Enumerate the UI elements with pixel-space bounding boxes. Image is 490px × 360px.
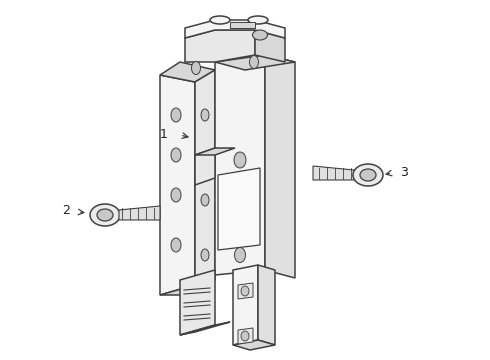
Ellipse shape [171, 238, 181, 252]
Polygon shape [258, 265, 275, 345]
Ellipse shape [241, 286, 249, 296]
Ellipse shape [353, 164, 383, 186]
Ellipse shape [234, 152, 246, 168]
Ellipse shape [171, 148, 181, 162]
Polygon shape [215, 55, 295, 70]
Text: 3: 3 [400, 166, 408, 179]
Ellipse shape [241, 331, 249, 341]
Polygon shape [180, 270, 215, 335]
Polygon shape [160, 280, 215, 295]
Polygon shape [265, 55, 295, 278]
Polygon shape [185, 30, 255, 62]
Ellipse shape [201, 194, 209, 206]
Ellipse shape [192, 62, 200, 75]
Polygon shape [180, 322, 230, 335]
Polygon shape [195, 148, 215, 185]
Text: 2: 2 [62, 203, 70, 216]
Polygon shape [195, 70, 215, 285]
Ellipse shape [201, 109, 209, 121]
Polygon shape [119, 206, 160, 220]
Polygon shape [160, 62, 215, 82]
Polygon shape [238, 328, 253, 344]
Ellipse shape [97, 209, 113, 221]
Ellipse shape [360, 169, 376, 181]
Polygon shape [215, 55, 265, 275]
Ellipse shape [252, 30, 268, 40]
Ellipse shape [210, 16, 230, 24]
Polygon shape [313, 166, 354, 180]
Text: 1: 1 [160, 129, 168, 141]
Polygon shape [230, 22, 255, 28]
Ellipse shape [171, 188, 181, 202]
Ellipse shape [248, 16, 268, 24]
Polygon shape [218, 168, 260, 250]
Ellipse shape [171, 108, 181, 122]
Ellipse shape [201, 249, 209, 261]
Ellipse shape [235, 248, 245, 262]
Polygon shape [185, 20, 285, 38]
Polygon shape [233, 265, 258, 345]
Polygon shape [195, 148, 235, 155]
Polygon shape [160, 75, 195, 295]
Polygon shape [255, 30, 285, 62]
Polygon shape [238, 283, 253, 299]
Ellipse shape [249, 55, 259, 68]
Ellipse shape [90, 204, 120, 226]
Polygon shape [233, 340, 275, 350]
